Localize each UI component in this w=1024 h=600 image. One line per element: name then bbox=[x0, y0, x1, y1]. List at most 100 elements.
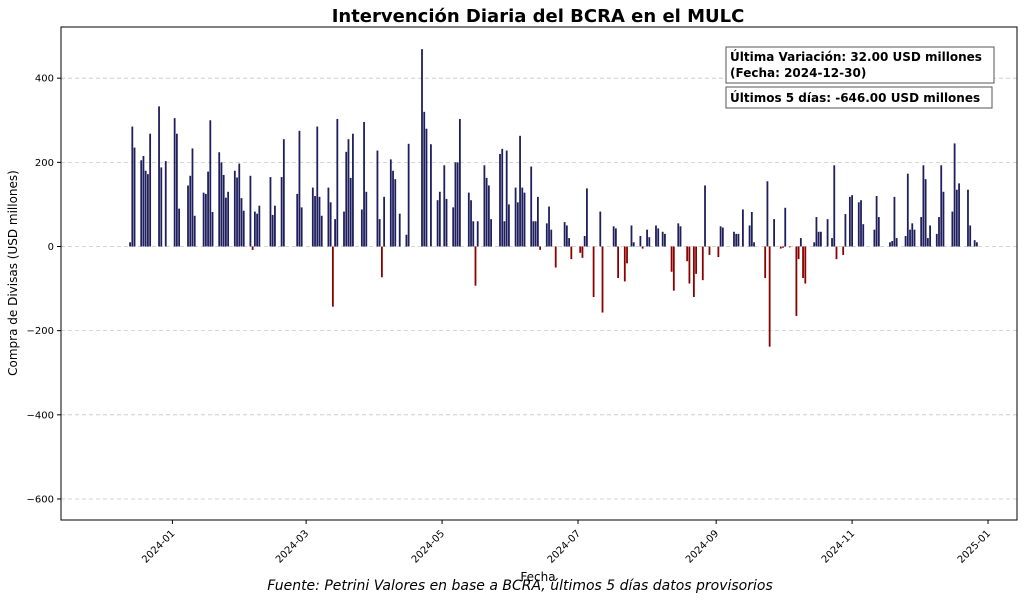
grid-lines bbox=[61, 77, 1017, 500]
bar bbox=[490, 219, 492, 247]
bar bbox=[862, 224, 865, 247]
bar bbox=[942, 191, 945, 247]
bar bbox=[913, 229, 916, 247]
bar bbox=[536, 196, 539, 247]
bar bbox=[554, 246, 557, 268]
bar bbox=[664, 233, 666, 247]
bar bbox=[692, 246, 695, 297]
bar bbox=[857, 202, 860, 247]
bar bbox=[833, 165, 836, 247]
bar bbox=[505, 150, 508, 247]
bar bbox=[532, 221, 535, 247]
bar bbox=[904, 235, 907, 247]
bar bbox=[129, 242, 131, 247]
bar bbox=[193, 215, 196, 247]
bar bbox=[764, 246, 767, 279]
bar bbox=[316, 126, 319, 247]
bar bbox=[639, 235, 642, 247]
bar bbox=[238, 163, 241, 247]
y-tick-label: 0 bbox=[48, 242, 54, 253]
bar bbox=[438, 191, 441, 247]
bar bbox=[586, 188, 588, 247]
bar bbox=[398, 213, 401, 247]
bar bbox=[926, 238, 929, 247]
bar bbox=[360, 209, 363, 247]
bar bbox=[376, 150, 379, 247]
bar bbox=[873, 229, 876, 247]
bar bbox=[835, 246, 838, 260]
bar bbox=[815, 217, 818, 247]
bar bbox=[935, 233, 938, 247]
bar bbox=[207, 171, 209, 247]
bar bbox=[236, 177, 238, 247]
bar bbox=[938, 217, 940, 247]
annotation-last-variation: Última Variación: 32.00 USD millones (Fe… bbox=[725, 46, 995, 84]
bar bbox=[679, 226, 682, 247]
bar bbox=[877, 217, 880, 247]
bar bbox=[893, 196, 896, 247]
bar bbox=[737, 233, 740, 247]
bar bbox=[149, 133, 152, 247]
y-axis-ticks: −600 −400 −200 0 200 400 bbox=[27, 74, 61, 505]
bar bbox=[958, 183, 960, 247]
bar bbox=[178, 208, 181, 247]
bar bbox=[817, 231, 820, 247]
bar bbox=[795, 246, 798, 316]
bar bbox=[458, 118, 461, 247]
bar bbox=[748, 225, 751, 247]
bar bbox=[539, 246, 542, 250]
bar bbox=[454, 162, 457, 247]
x-tick-label: 2024-05 bbox=[410, 528, 447, 565]
bar bbox=[436, 200, 439, 247]
bar bbox=[349, 177, 352, 247]
bar bbox=[766, 181, 769, 247]
bar bbox=[565, 225, 568, 247]
bar bbox=[227, 191, 230, 247]
bar bbox=[826, 219, 829, 247]
bar bbox=[423, 111, 426, 247]
bar bbox=[695, 246, 698, 274]
bar bbox=[704, 185, 706, 247]
bar bbox=[670, 246, 673, 272]
bar bbox=[550, 229, 553, 247]
bar bbox=[242, 210, 245, 247]
bar bbox=[269, 177, 272, 247]
y-tick-label: −600 bbox=[27, 494, 54, 505]
bar bbox=[889, 242, 891, 247]
bar bbox=[548, 206, 550, 247]
bar bbox=[601, 246, 604, 313]
bar bbox=[592, 246, 595, 297]
bar bbox=[334, 219, 336, 247]
bar bbox=[570, 246, 573, 260]
bar bbox=[160, 167, 163, 247]
bar bbox=[499, 153, 501, 247]
bar bbox=[784, 207, 787, 247]
bar bbox=[750, 211, 753, 247]
bar bbox=[924, 179, 927, 247]
bar bbox=[788, 246, 791, 248]
bar bbox=[655, 225, 657, 247]
bar bbox=[487, 185, 490, 247]
bar bbox=[430, 144, 432, 247]
bar bbox=[425, 128, 428, 247]
bar bbox=[848, 196, 851, 247]
bar bbox=[779, 246, 782, 249]
bar bbox=[421, 49, 423, 247]
bar bbox=[485, 177, 488, 247]
bar bbox=[581, 246, 584, 258]
bar bbox=[240, 198, 243, 247]
bar bbox=[347, 139, 350, 247]
y-tick-label: 400 bbox=[35, 74, 54, 85]
y-tick-label: 200 bbox=[35, 158, 54, 169]
x-tick-label: 2024-11 bbox=[820, 528, 857, 565]
bar bbox=[472, 221, 475, 247]
bar bbox=[483, 165, 486, 247]
bar bbox=[271, 214, 274, 247]
bar bbox=[280, 177, 283, 247]
bar bbox=[844, 214, 847, 247]
bar bbox=[819, 231, 822, 247]
bar bbox=[336, 118, 339, 247]
bar bbox=[331, 246, 334, 307]
bar bbox=[630, 225, 633, 247]
